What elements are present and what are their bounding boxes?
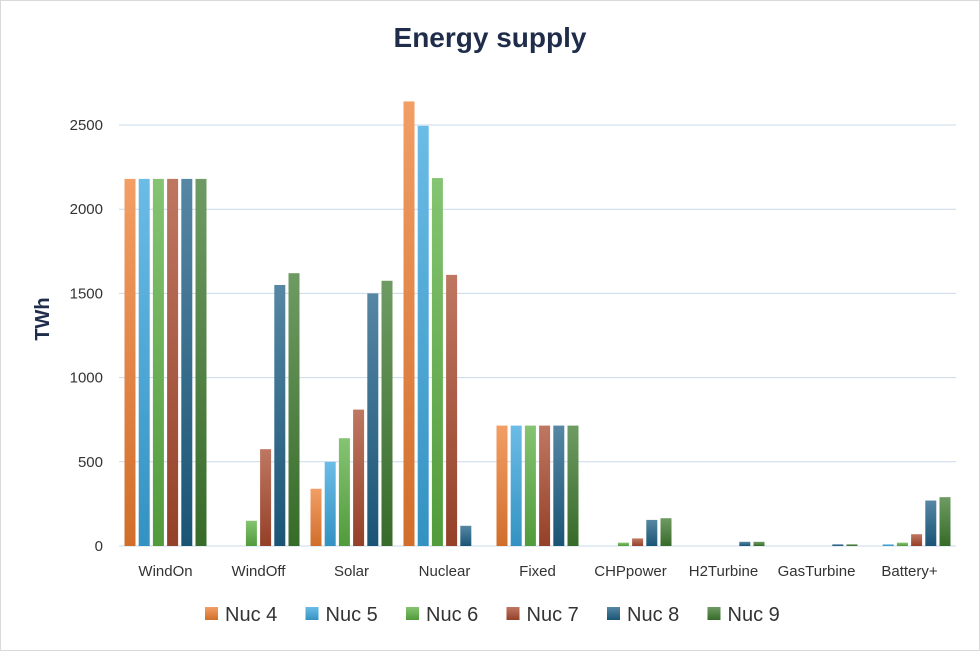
- bar-nuc-8-chppower: [646, 519, 658, 546]
- x-tick-label: GasTurbine: [778, 563, 856, 580]
- bar-nuc-6-nuclear: [431, 178, 443, 546]
- x-tick-label: Battery+: [881, 563, 938, 580]
- bar-nuc-7-solar: [353, 409, 365, 546]
- bar-nuc-9-windoff: [288, 273, 300, 546]
- legend-item-nuc-8: Nuc 8: [607, 604, 679, 626]
- x-tick-label: H2Turbine: [689, 563, 758, 580]
- y-tick-label: 2500: [70, 117, 103, 134]
- legend-swatch: [707, 607, 721, 620]
- bar-nuc-4-nuclear: [403, 101, 415, 546]
- legend-swatch: [607, 607, 620, 620]
- bar-nuc-7-fixed: [539, 425, 551, 546]
- legend: Nuc 4 Nuc 5 Nuc 6 Nuc 7 Nuc 8 Nuc 9: [205, 604, 780, 626]
- legend-swatch: [305, 607, 319, 620]
- legend-label: Nuc 5: [326, 604, 378, 626]
- bar-nuc-6-battery: [896, 542, 908, 546]
- y-tick-label: 500: [78, 454, 103, 471]
- y-tick-label: 1500: [70, 285, 103, 302]
- legend-swatch: [205, 607, 218, 620]
- legend-item-nuc-6: Nuc 6: [406, 604, 478, 626]
- bar-nuc-9-chppower: [660, 518, 672, 546]
- bar-nuc-5-fixed: [510, 425, 522, 546]
- legend-label: Nuc 7: [527, 604, 579, 626]
- x-tick-label: Fixed: [519, 563, 556, 580]
- y-tick-label: 1000: [70, 370, 103, 387]
- y-axis-label: TWh: [32, 297, 54, 340]
- x-tick-label: Nuclear: [419, 563, 471, 580]
- x-tick-label: Solar: [334, 563, 369, 580]
- bar-nuc-8-windon: [181, 178, 193, 546]
- bar-nuc-6-windoff: [245, 520, 257, 546]
- y-tick-label: 0: [95, 538, 103, 555]
- bar-nuc-5-battery: [882, 544, 894, 546]
- bar-nuc-8-h2turbine: [739, 541, 751, 546]
- bar-nuc-9-battery: [939, 497, 951, 546]
- bar-nuc-7-windon: [167, 178, 179, 546]
- legend-item-nuc-4: Nuc 4: [205, 604, 277, 626]
- bar-nuc-7-nuclear: [446, 274, 458, 546]
- bar-nuc-4-windon: [124, 178, 136, 546]
- x-tick-labels: WindOn WindOff Solar Nuclear Fixed CHPpower H2…: [138, 563, 937, 580]
- bar-nuc-6-windon: [152, 178, 164, 546]
- bar-nuc-9-solar: [381, 280, 393, 546]
- legend-label: Nuc 9: [728, 604, 780, 626]
- legend-label: Nuc 4: [225, 604, 277, 626]
- bar-nuc-6-solar: [338, 438, 350, 546]
- bar-nuc-8-solar: [367, 293, 379, 546]
- bar-nuc-8-nuclear: [460, 525, 472, 546]
- legend-item-nuc-7: Nuc 7: [506, 604, 579, 626]
- bar-nuc-7-battery: [911, 534, 923, 546]
- chart-title: Energy supply: [394, 22, 587, 53]
- bar-nuc-7-windoff: [260, 449, 272, 546]
- legend-item-nuc-5: Nuc 5: [305, 604, 378, 626]
- legend-item-nuc-9: Nuc 9: [707, 604, 780, 626]
- bar-nuc-9-h2turbine: [753, 541, 765, 546]
- x-tick-label: CHPpower: [594, 563, 667, 580]
- legend-swatch: [506, 607, 520, 620]
- bar-nuc-8-windoff: [274, 284, 286, 546]
- bar-nuc-4-solar: [310, 488, 322, 546]
- grid-lines: [119, 124, 956, 547]
- bar-nuc-5-solar: [324, 461, 336, 546]
- x-tick-label: WindOn: [138, 563, 192, 580]
- legend-swatch: [406, 607, 419, 620]
- y-tick-labels: 0 500 1000 1500 2000 2500: [70, 117, 103, 555]
- bar-nuc-6-chppower: [617, 542, 629, 546]
- bar-nuc-9-fixed: [567, 425, 579, 546]
- bar-nuc-5-windon: [138, 178, 150, 546]
- x-tick-label: WindOff: [232, 563, 287, 580]
- bar-nuc-8-gasturbine: [832, 544, 844, 546]
- legend-label: Nuc 8: [627, 604, 679, 626]
- bar-nuc-4-fixed: [496, 425, 508, 546]
- bar-nuc-5-nuclear: [417, 125, 429, 546]
- bar-nuc-8-fixed: [553, 425, 565, 546]
- bars: [124, 101, 951, 546]
- legend-label: Nuc 6: [426, 604, 478, 626]
- bar-nuc-9-windon: [195, 178, 207, 546]
- bar-nuc-9-gasturbine: [846, 544, 858, 546]
- y-tick-label: 2000: [70, 201, 103, 218]
- bar-nuc-8-battery: [925, 500, 937, 546]
- bar-nuc-6-fixed: [524, 425, 536, 546]
- bar-nuc-7-chppower: [632, 538, 644, 546]
